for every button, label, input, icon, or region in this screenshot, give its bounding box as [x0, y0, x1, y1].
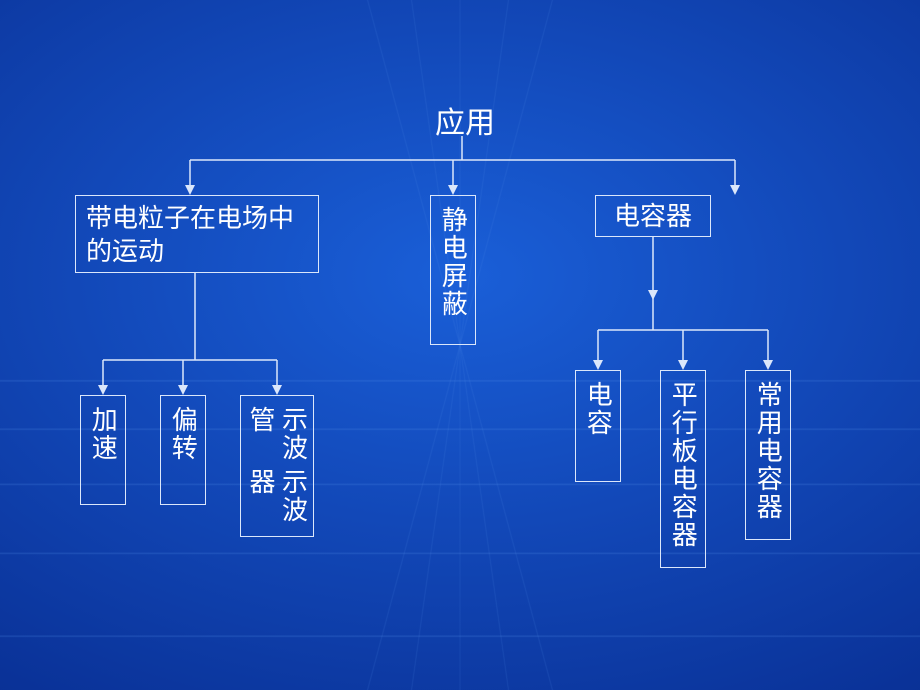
- diagram-stage: 应用 带电粒子在电场中 的运动 静电屏蔽 电容器 加速 偏转 示波器 示波管 电…: [0, 0, 920, 690]
- node-particles: 带电粒子在电场中 的运动: [75, 195, 319, 273]
- connector-lines: [0, 0, 920, 690]
- node-shield-label: 静电屏蔽: [437, 206, 470, 318]
- node-root: 应用: [430, 105, 500, 141]
- node-oscilloscope: 示波器 示波管: [240, 395, 314, 537]
- node-shield: 静电屏蔽: [430, 195, 476, 345]
- node-particles-line2: 的运动: [86, 235, 164, 268]
- node-deflect-label: 偏转: [167, 406, 200, 462]
- node-osc-col1: 示波管: [245, 406, 310, 464]
- node-common-capacitor: 常用电容器: [745, 370, 791, 540]
- node-osc-col2: 示波器: [245, 468, 310, 526]
- node-capacitance: 电容: [575, 370, 621, 482]
- node-particles-line1: 带电粒子在电场中: [86, 202, 294, 235]
- node-accel: 加速: [80, 395, 126, 505]
- node-parallel-capacitor: 平行板电容器: [660, 370, 706, 568]
- node-deflect: 偏转: [160, 395, 206, 505]
- node-accel-label: 加速: [87, 406, 120, 462]
- node-root-label: 应用: [435, 105, 495, 143]
- node-capacitance-label: 电容: [582, 381, 615, 437]
- node-capacitor-label: 电容器: [614, 200, 692, 233]
- node-pcap-label: 平行板电容器: [667, 381, 700, 549]
- node-ccap-label: 常用电容器: [752, 381, 785, 521]
- node-capacitor: 电容器: [595, 195, 711, 237]
